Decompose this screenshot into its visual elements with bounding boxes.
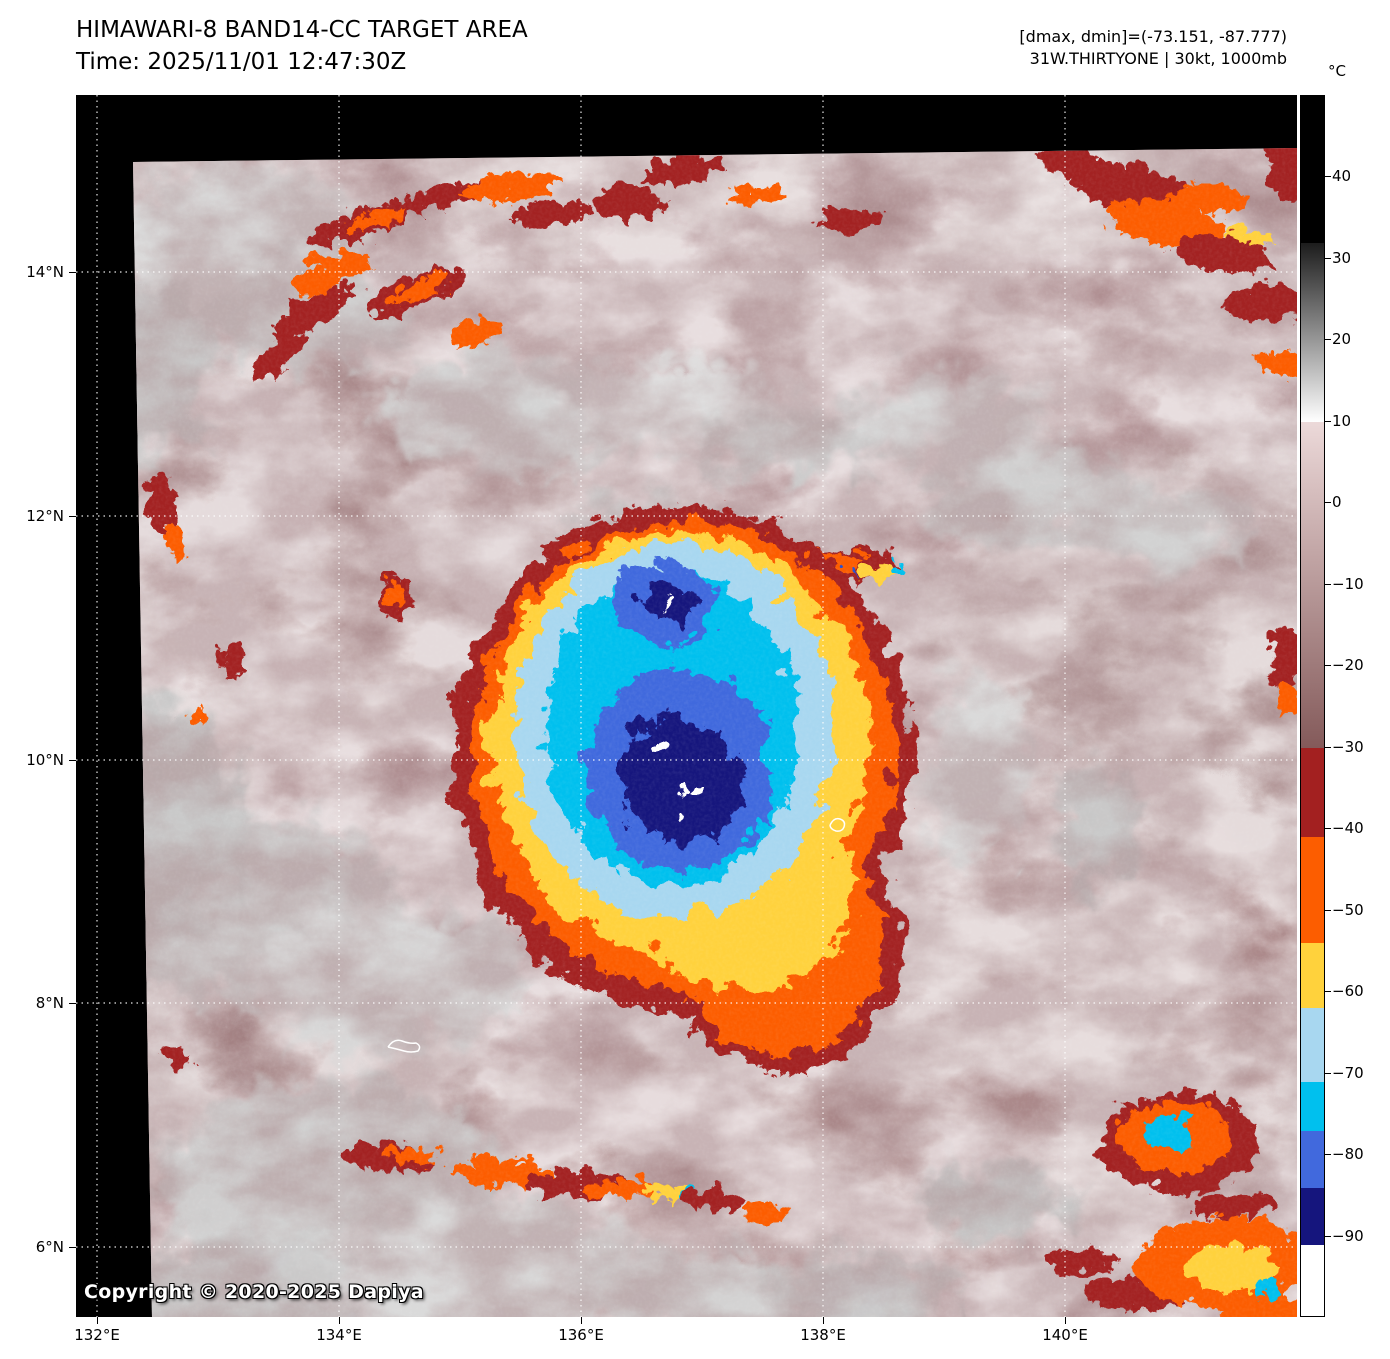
- colorbar: [1300, 95, 1325, 1317]
- figure-title: HIMAWARI-8 BAND14-CC TARGET AREA: [76, 17, 528, 43]
- colorbar-segment: [1301, 421, 1324, 749]
- colorbar-tick-mark: [1325, 257, 1331, 259]
- colorbar-tick-label: −30: [1332, 737, 1364, 756]
- colorbar-tick-mark: [1325, 665, 1331, 667]
- colorbar-segment: [1301, 943, 1324, 1009]
- colorbar-unit-label: °C: [1328, 62, 1346, 80]
- colorbar-tick-label: −90: [1332, 1226, 1364, 1245]
- colorbar-tick-label: −50: [1332, 900, 1364, 919]
- colorbar-segment: [1301, 747, 1324, 838]
- colorbar-tick-mark: [1325, 1235, 1331, 1237]
- x-axis-tick-label: 140°E: [1042, 1326, 1088, 1344]
- colorbar-tick-label: −80: [1332, 1145, 1364, 1164]
- x-axis-tick-label: 134°E: [316, 1326, 362, 1344]
- dmax-dmin-readout: [dmax, dmin]=(-73.151, -87.777): [1019, 27, 1287, 46]
- colorbar-segment: [1301, 1081, 1324, 1132]
- colorbar-tick-label: −40: [1332, 819, 1364, 838]
- colorbar-tick-mark: [1325, 176, 1331, 178]
- y-axis-tick-mark: [69, 272, 76, 273]
- y-axis-tick-mark: [69, 760, 76, 761]
- colorbar-tick-label: 10: [1332, 411, 1352, 430]
- colorbar-segment: [1301, 242, 1324, 423]
- x-axis-tick-mark: [1065, 1317, 1066, 1324]
- x-axis-tick-mark: [823, 1317, 824, 1324]
- colorbar-tick-mark: [1325, 502, 1331, 504]
- colorbar-tick-mark: [1325, 420, 1331, 422]
- x-axis-tick-label: 138°E: [800, 1326, 846, 1344]
- colorbar-tick-label: 40: [1332, 167, 1352, 186]
- header-left: HIMAWARI-8 BAND14-CC TARGET AREA Time: 2…: [76, 14, 528, 78]
- colorbar-tick-mark: [1325, 828, 1331, 830]
- colorbar-tick-label: −70: [1332, 1063, 1364, 1082]
- map-plot: Copyright © 2020-2025 Dapiya: [76, 95, 1297, 1317]
- y-axis-tick-label: 6°N: [35, 1238, 64, 1256]
- colorbar-tick-mark: [1325, 909, 1331, 911]
- y-axis-tick-label: 10°N: [26, 751, 64, 769]
- colorbar-segment: [1301, 1244, 1324, 1316]
- colorbar-segment: [1301, 837, 1324, 944]
- colorbar-tick-label: −60: [1332, 982, 1364, 1001]
- pixel-grain: [133, 148, 1297, 1317]
- colorbar-tick-label: 0: [1332, 493, 1342, 512]
- y-axis-tick-mark: [69, 1247, 76, 1248]
- colorbar-tick-mark: [1325, 583, 1331, 585]
- y-axis-tick-mark: [69, 1003, 76, 1004]
- y-axis-tick-label: 14°N: [26, 263, 64, 281]
- grid-lines: [76, 95, 1297, 1317]
- satellite-swath: [133, 148, 1297, 1317]
- x-axis-tick-mark: [339, 1317, 340, 1324]
- figure-time: Time: 2025/11/01 12:47:30Z: [76, 49, 407, 75]
- colorbar-tick-mark: [1325, 1154, 1331, 1156]
- colorbar-tick-mark: [1325, 339, 1331, 341]
- y-axis-tick-mark: [69, 516, 76, 517]
- x-axis-tick-mark: [97, 1317, 98, 1324]
- copyright-label: Copyright © 2020-2025 Dapiya: [84, 1281, 424, 1303]
- x-axis-tick-label: 136°E: [558, 1326, 604, 1344]
- x-axis-tick-label: 132°E: [74, 1326, 120, 1344]
- y-axis-tick-label: 8°N: [35, 994, 64, 1012]
- colorbar-segment: [1301, 1008, 1324, 1083]
- colorbar-segment: [1301, 96, 1324, 244]
- colorbar-segment: [1301, 1187, 1324, 1246]
- colorbar-tick-mark: [1325, 746, 1331, 748]
- colorbar-tick-label: −10: [1332, 574, 1364, 593]
- colorbar-segment: [1301, 1130, 1324, 1189]
- satellite-image: [76, 95, 1297, 1317]
- colorbar-tick-label: 20: [1332, 330, 1352, 349]
- header-right: [dmax, dmin]=(-73.151, -87.777) 31W.THIR…: [1019, 26, 1287, 70]
- colorbar-tick-label: −20: [1332, 656, 1364, 675]
- storm-info: 31W.THIRTYONE | 30kt, 1000mb: [1029, 49, 1287, 68]
- colorbar-tick-label: 30: [1332, 248, 1352, 267]
- x-axis-tick-mark: [581, 1317, 582, 1324]
- colorbar-tick-mark: [1325, 991, 1331, 993]
- colorbar-tick-mark: [1325, 1072, 1331, 1074]
- y-axis-tick-label: 12°N: [26, 507, 64, 525]
